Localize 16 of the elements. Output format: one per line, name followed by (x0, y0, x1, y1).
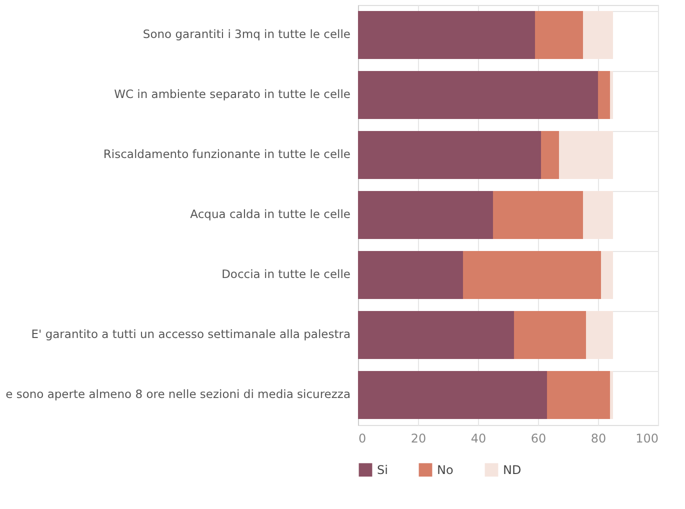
legend-label: Si (377, 462, 388, 477)
y-tick-label: Sono garantiti i 3mq in tutte le celle (142, 27, 350, 41)
y-tick-label: WC in ambiente separato in tutte le celle (114, 87, 350, 101)
x-tick-label: 60 (530, 432, 546, 446)
x-tick-label: 80 (590, 432, 606, 446)
legend-label: No (437, 462, 454, 477)
y-tick-label: Doccia in tutte le celle (222, 267, 350, 281)
x-tick-label: 100 (636, 432, 658, 446)
x-tick-label: 40 (470, 432, 486, 446)
legend-label: ND (503, 462, 522, 477)
y-tick-label: e sono aperte almeno 8 ore nelle sezioni di media sicurezza (6, 387, 350, 401)
x-tick-label: 20 (410, 432, 426, 446)
y-tick-label: Riscaldamento funzionante in tutte le celle (103, 147, 350, 161)
y-tick-label: Acqua calda in tutte le celle (190, 207, 350, 221)
x-tick-label: 0 (358, 432, 366, 446)
y-tick-label: E' garantito a tutti un accesso settimanale alla palestra (31, 327, 350, 341)
